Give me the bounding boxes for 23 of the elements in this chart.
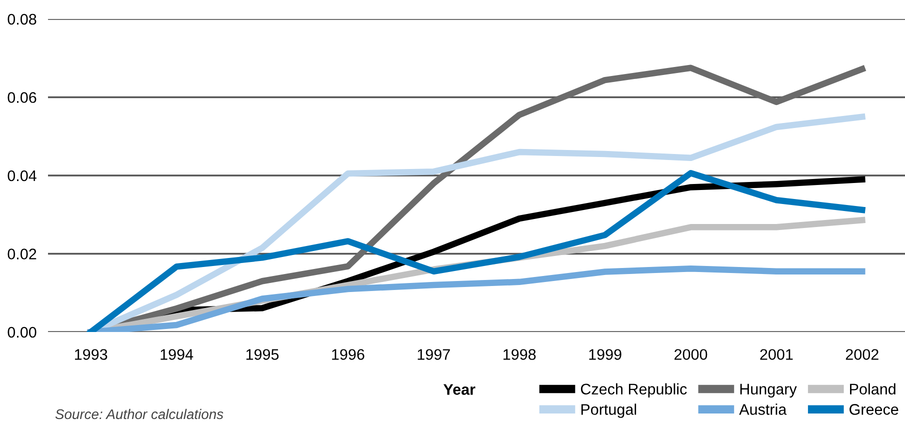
x-tick-label: 2002 — [846, 349, 878, 360]
x-axis-title: Year — [443, 384, 476, 395]
legend-label: Greece — [850, 404, 898, 415]
x-tick-label: 1998 — [504, 349, 536, 360]
y-tick-label: 0.00 — [8, 326, 36, 338]
y-tick-label: 0.06 — [8, 92, 36, 103]
legend-label: Hungary — [740, 384, 797, 398]
x-tick-label: 1993 — [75, 349, 108, 360]
y-tick-label: 0.02 — [8, 248, 36, 260]
x-tick-label: 1995 — [246, 349, 279, 360]
source-note: Source: Author calculations — [55, 408, 224, 420]
legend-label: Austria — [739, 404, 787, 415]
x-tick-label: 1996 — [332, 349, 364, 360]
legend-label: Czech Republic — [580, 383, 687, 398]
x-tick-label: 2000 — [674, 349, 708, 360]
x-tick-label: 2001 — [760, 349, 793, 360]
legend-label: Poland — [850, 383, 896, 395]
legend-label: Portugal — [581, 404, 636, 418]
x-tick-label: 1994 — [160, 349, 194, 360]
x-tick-label: 1997 — [418, 349, 450, 360]
y-tick-label: 0.08 — [8, 14, 36, 25]
y-tick-label: 0.04 — [8, 170, 36, 182]
x-tick-label: 1999 — [589, 349, 622, 360]
